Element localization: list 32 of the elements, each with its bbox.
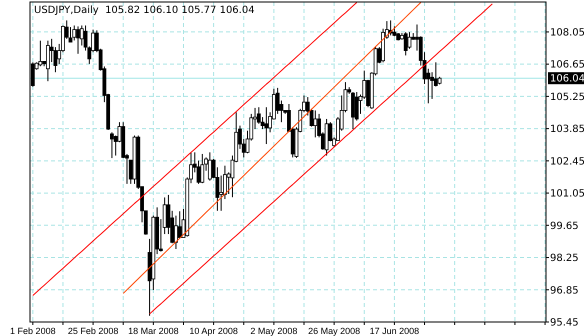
candlestick [110, 132, 114, 159]
y-tick-label: 105.25 [550, 92, 584, 103]
x-tick-label: 1 Feb 2008 [10, 326, 56, 336]
y-tick-label: 102.45 [550, 156, 584, 168]
x-tick-label: 17 Jun 2008 [370, 326, 420, 336]
candlestick [313, 110, 318, 138]
candlestick [76, 26, 80, 54]
x-tick-label: 10 Apr 2008 [189, 326, 238, 336]
x-tick-label: 18 Mar 2008 [128, 326, 179, 336]
candlestick [38, 40, 42, 67]
candlestick [264, 106, 268, 145]
y-tick-label: 106.65 [550, 60, 584, 71]
y-tick-label: 99.65 [550, 220, 579, 232]
y-tick-label: 101.05 [550, 188, 584, 200]
x-tick-label: 2 May 2008 [250, 326, 298, 336]
candlestick [404, 32, 408, 56]
y-tick-label: 95.45 [550, 318, 579, 328]
candlestick [208, 152, 212, 182]
y-tick-label: 96.85 [550, 285, 579, 296]
x-tick-label: 25 Feb 2008 [68, 326, 118, 336]
candlestick [46, 40, 50, 82]
y-tick-label: 108.05 [550, 27, 584, 38]
y-tick-label: 98.25 [550, 253, 579, 264]
candlestick [174, 215, 178, 250]
y-tick-label: 103.85 [550, 124, 584, 136]
x-tick-label: 26 May 2008 [308, 326, 360, 336]
candlestick [72, 24, 76, 41]
line-series [32, 2, 358, 296]
chart-title: USDJPY,Daily 105.82 106.10 105.77 106.04 [34, 5, 255, 16]
candlestick [219, 175, 224, 212]
candlestick [200, 153, 204, 184]
candlestick [408, 32, 412, 50]
